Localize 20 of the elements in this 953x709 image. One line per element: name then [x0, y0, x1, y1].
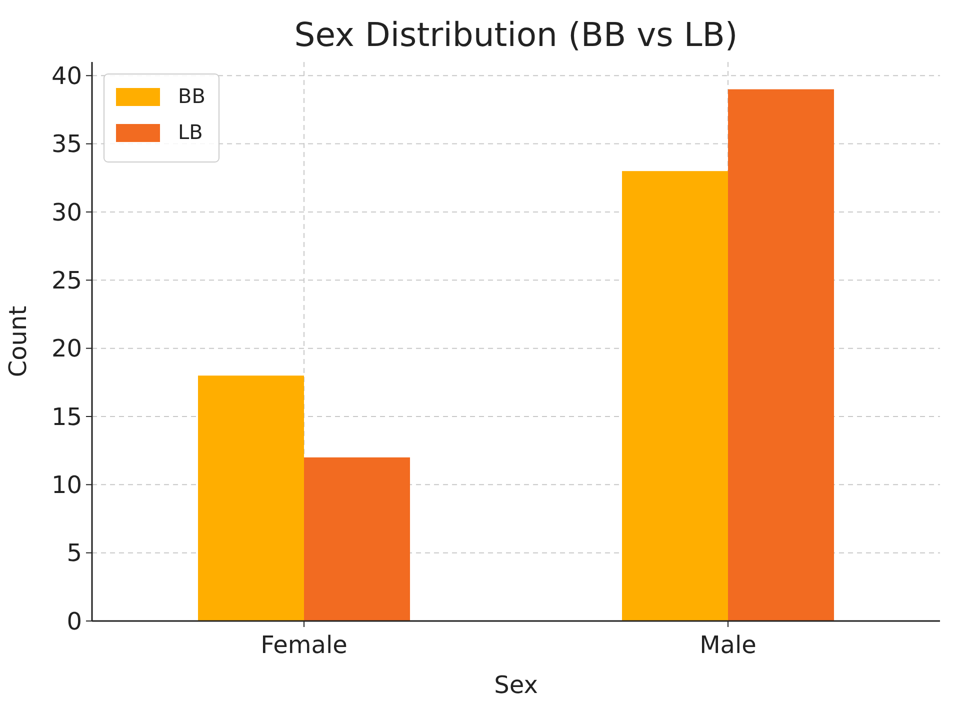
legend-label: BB — [178, 84, 206, 108]
y-tick-label: 25 — [51, 266, 82, 295]
y-axis-title: Count — [4, 306, 32, 378]
y-tick-label: 30 — [51, 198, 82, 226]
x-tick-label: Male — [700, 631, 756, 659]
y-tick-label: 5 — [66, 539, 82, 568]
y-tick-label: 15 — [51, 402, 82, 431]
bar — [304, 457, 410, 621]
y-tick-label: 10 — [51, 471, 82, 500]
bar — [198, 376, 304, 621]
y-tick-label: 0 — [66, 607, 82, 636]
y-tick-label: 35 — [51, 130, 82, 158]
chart-title: Sex Distribution (BB vs LB) — [294, 15, 738, 54]
bar — [728, 89, 834, 621]
bar — [622, 171, 728, 621]
legend-label: LB — [178, 120, 203, 144]
x-axis-title: Sex — [494, 671, 538, 699]
y-tick-label: 40 — [51, 62, 82, 90]
y-tick-label: 20 — [51, 334, 82, 363]
x-tick-label: Female — [260, 631, 348, 659]
